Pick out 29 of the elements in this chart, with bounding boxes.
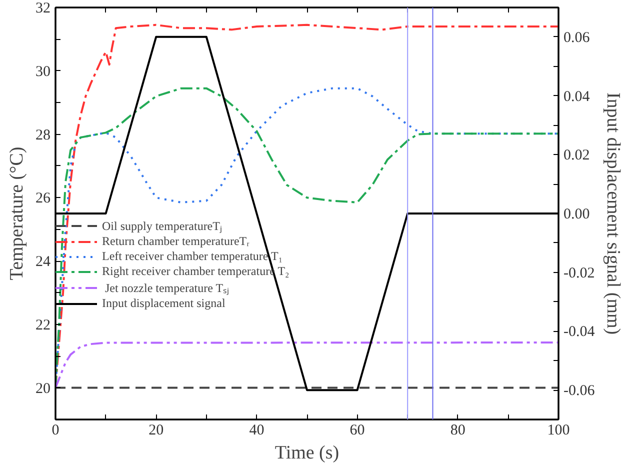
x-tick-label: 60 xyxy=(350,422,365,438)
y2-tick-label: 0.06 xyxy=(564,30,590,46)
y-tick-label: 24 xyxy=(36,254,51,270)
legend-label: Return chamber temperatureTᵣ xyxy=(102,234,250,249)
y-axis-title: Temperature (°C) xyxy=(6,146,28,280)
legend-label: Left receiver chamber temperature T₁ xyxy=(102,249,283,264)
y2-axis-title: Input displacement signal (mm) xyxy=(602,92,624,335)
x-tick-label: 40 xyxy=(249,422,264,438)
y-tick-label: 20 xyxy=(36,380,50,397)
y-tick-label: 30 xyxy=(36,64,50,80)
legend-label: Jet nozzle temperature Tₛⱼ xyxy=(104,280,230,296)
y2-tick-label: 0.02 xyxy=(564,148,590,164)
y-tick-label: 26 xyxy=(36,190,51,207)
y2-tick-label: -0.04 xyxy=(564,324,596,340)
legend-label: Input displacement signal xyxy=(102,296,226,311)
x-tick-label: 100 xyxy=(547,422,570,438)
y2-tick-label: 0.04 xyxy=(564,88,590,105)
line-series xyxy=(56,341,558,389)
y-tick-label: 32 xyxy=(36,0,50,16)
x-tick-label: 0 xyxy=(52,422,60,438)
x-tick-label: 20 xyxy=(148,422,164,438)
x-tick-label: 80 xyxy=(450,422,466,438)
y2-tick-label: 0.00 xyxy=(564,206,590,222)
legend-label: Oil supply temperatureTⱼ xyxy=(102,218,222,234)
y2-tick-label: -0.06 xyxy=(564,383,596,400)
x-axis-title: Time (s) xyxy=(274,442,340,464)
y2-tick-label: -0.02 xyxy=(564,265,595,282)
y-tick-label: 22 xyxy=(36,317,50,334)
y-tick-label: 28 xyxy=(36,127,50,144)
